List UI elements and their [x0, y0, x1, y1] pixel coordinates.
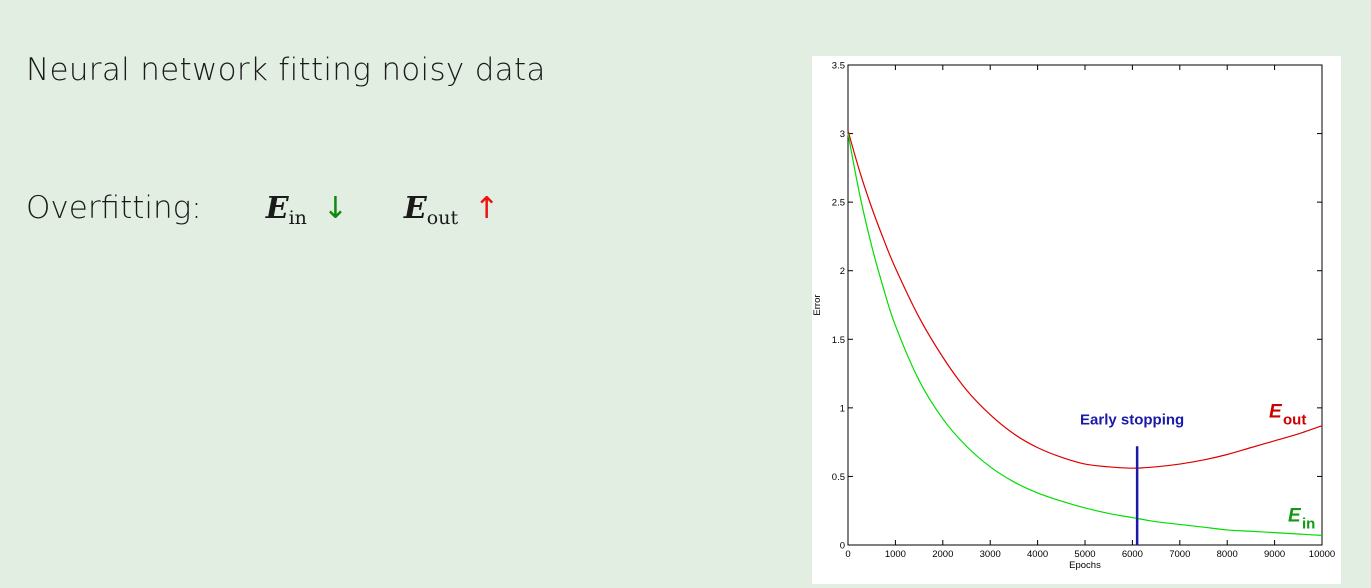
plot-panel: 0 1000 2000 3000 4000 5000 6000 7000 8000 9000 100… — [812, 56, 1341, 584]
up-arrow-icon: ↑ — [473, 191, 500, 226]
y-tick-label: 2.5 — [832, 198, 845, 209]
x-tick-label: 8000 — [1217, 549, 1238, 560]
eout-term: Eout ↑ — [403, 190, 500, 229]
eout-subscript: out — [426, 207, 459, 229]
ein-series-label: E — [1288, 505, 1302, 526]
y-tick-label: 1.5 — [832, 335, 845, 346]
error-vs-epochs-chart: 0 1000 2000 3000 4000 5000 6000 7000 8000 9000 100… — [812, 61, 1335, 572]
early-stopping-label: Early stopping — [1080, 411, 1184, 428]
y-tick-label: 2 — [840, 266, 845, 277]
x-tick-label: 10000 — [1309, 549, 1335, 560]
ein-subscript: in — [288, 207, 307, 229]
x-tick-label: 9000 — [1264, 549, 1285, 560]
plot-frame — [847, 64, 1323, 546]
eout-symbol: E — [403, 191, 427, 226]
ein-series-label-sub: in — [1302, 515, 1315, 532]
x-tick-label: 5000 — [1074, 549, 1095, 560]
x-tick-label: 0 — [845, 549, 850, 560]
x-tick-label: 7000 — [1169, 549, 1190, 560]
x-tick-label: 3000 — [980, 549, 1001, 560]
ein-curve — [847, 133, 1323, 536]
y-tick-label: 0 — [840, 541, 845, 552]
y-axis-label: Error — [812, 294, 823, 315]
y-tick-label: 3.5 — [832, 61, 845, 72]
eout-series-label-sub: out — [1283, 412, 1306, 429]
x-tick-label: 2000 — [932, 549, 953, 560]
ein-symbol: E — [265, 191, 289, 226]
x-tick-label: 1000 — [885, 549, 906, 560]
overfitting-statement: Overfitting: Ein ↓ Eout ↑ — [26, 190, 500, 229]
x-tick-label: 6000 — [1122, 549, 1143, 560]
eout-curve — [847, 130, 1323, 469]
overfitting-label: Overfitting: — [26, 190, 202, 226]
x-tick-label: 4000 — [1027, 549, 1048, 560]
y-tick-label: 0.5 — [832, 472, 845, 483]
ein-term: Ein ↓ — [265, 190, 348, 229]
x-axis-label: Epochs — [1069, 560, 1101, 571]
eout-series-label: E — [1269, 402, 1283, 423]
slide-title: Neural network fitting noisy data — [26, 52, 546, 88]
y-tick-label: 1 — [840, 403, 845, 414]
y-tick-label: 3 — [840, 129, 845, 140]
down-arrow-icon: ↓ — [322, 191, 348, 226]
